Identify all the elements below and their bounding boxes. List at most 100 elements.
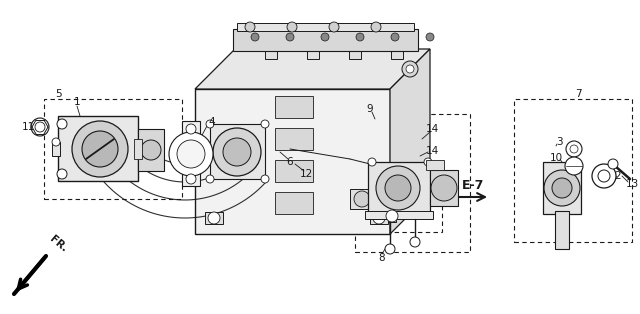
Text: 12: 12: [300, 169, 312, 179]
Circle shape: [52, 138, 60, 146]
Circle shape: [82, 131, 118, 167]
Circle shape: [206, 120, 214, 128]
Circle shape: [598, 170, 610, 182]
Circle shape: [373, 212, 385, 224]
Bar: [430, 170, 458, 206]
Bar: [210, 124, 265, 179]
Bar: [307, 31, 319, 59]
Text: E-7: E-7: [462, 179, 484, 192]
Bar: [275, 96, 313, 118]
Text: 10: 10: [549, 153, 563, 163]
Circle shape: [402, 61, 418, 77]
Circle shape: [223, 138, 251, 166]
Circle shape: [57, 169, 67, 179]
Bar: [363, 162, 442, 232]
Bar: [138, 129, 164, 171]
Circle shape: [406, 65, 414, 73]
Bar: [350, 189, 375, 209]
Circle shape: [261, 120, 269, 128]
Circle shape: [385, 244, 395, 254]
Circle shape: [186, 174, 196, 184]
Bar: [195, 89, 390, 234]
Bar: [543, 162, 581, 214]
Text: 3: 3: [556, 137, 563, 147]
Bar: [388, 177, 396, 222]
Bar: [205, 212, 223, 224]
Text: 6: 6: [287, 157, 293, 167]
Circle shape: [424, 158, 432, 166]
Bar: [370, 169, 390, 204]
Bar: [44, 99, 182, 199]
Text: 11: 11: [21, 122, 35, 132]
Circle shape: [72, 121, 128, 177]
Circle shape: [177, 140, 205, 168]
Bar: [349, 31, 361, 59]
Circle shape: [186, 124, 196, 134]
Circle shape: [356, 33, 364, 41]
Bar: [275, 192, 313, 214]
Circle shape: [321, 33, 329, 41]
Polygon shape: [390, 49, 430, 234]
Circle shape: [286, 33, 294, 41]
Circle shape: [251, 33, 259, 41]
Text: 14: 14: [426, 124, 438, 134]
Circle shape: [385, 175, 411, 201]
Circle shape: [426, 33, 434, 41]
Bar: [237, 23, 414, 31]
Circle shape: [208, 212, 220, 224]
Bar: [368, 162, 430, 214]
Circle shape: [544, 170, 580, 206]
Bar: [355, 114, 470, 252]
Circle shape: [354, 191, 370, 207]
Text: 8: 8: [379, 253, 385, 263]
Circle shape: [329, 22, 339, 32]
Circle shape: [387, 179, 397, 189]
Text: 1: 1: [74, 97, 80, 107]
Circle shape: [371, 22, 381, 32]
Polygon shape: [195, 49, 430, 89]
Circle shape: [410, 237, 420, 247]
Bar: [370, 212, 388, 224]
Text: 9: 9: [367, 104, 373, 114]
Circle shape: [565, 157, 583, 175]
Circle shape: [368, 158, 376, 166]
Text: 7: 7: [575, 89, 581, 99]
Bar: [391, 31, 403, 59]
Bar: [275, 160, 313, 182]
Circle shape: [375, 194, 385, 204]
Circle shape: [57, 119, 67, 129]
Circle shape: [391, 33, 399, 41]
Circle shape: [552, 178, 572, 198]
Text: 5: 5: [54, 89, 61, 99]
Text: 4: 4: [209, 117, 215, 127]
Circle shape: [592, 164, 616, 188]
Text: 2: 2: [614, 171, 621, 181]
Bar: [265, 31, 277, 59]
Circle shape: [213, 128, 261, 176]
Circle shape: [245, 22, 255, 32]
Bar: [555, 211, 569, 249]
Bar: [58, 116, 138, 181]
Text: FR.: FR.: [48, 234, 69, 254]
Text: 13: 13: [625, 179, 639, 189]
Bar: [275, 128, 313, 150]
Circle shape: [431, 175, 457, 201]
Bar: [514, 99, 632, 242]
Circle shape: [141, 140, 161, 160]
Circle shape: [35, 122, 45, 132]
Text: 14: 14: [426, 146, 438, 156]
Bar: [233, 29, 418, 51]
Bar: [386, 176, 398, 184]
Circle shape: [570, 145, 578, 153]
Bar: [365, 211, 433, 219]
Bar: [52, 142, 60, 156]
Circle shape: [261, 175, 269, 183]
Bar: [426, 160, 444, 170]
Circle shape: [386, 210, 398, 222]
Bar: [134, 139, 142, 159]
Circle shape: [169, 132, 213, 176]
Circle shape: [287, 22, 297, 32]
Circle shape: [31, 118, 49, 136]
Circle shape: [376, 166, 420, 210]
Circle shape: [608, 159, 618, 169]
